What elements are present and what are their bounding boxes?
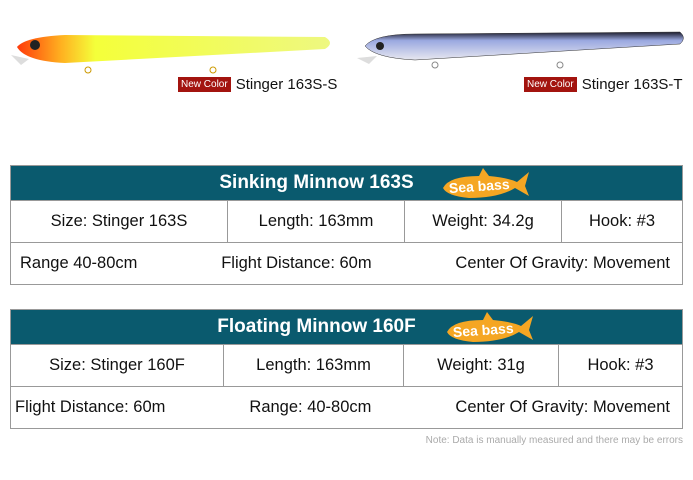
spec-flight-distance: Flight Distance: 60m <box>15 398 166 416</box>
product-name: Stinger 163S-S <box>235 76 338 93</box>
product-caption: New Color Stinger 163S-S <box>178 76 337 93</box>
fish-tag-label: Sea bass <box>452 320 514 340</box>
product-name: Stinger 163S-T <box>581 76 683 93</box>
spec-weight: Weight: 34.2g <box>405 201 562 242</box>
fish-tag-icon: Sea bass <box>447 312 533 342</box>
spec-table-sinking: Sinking Minnow 163S Sea bass Size: Sting… <box>10 165 683 285</box>
fish-tag-icon: Sea bass <box>443 168 529 198</box>
new-color-badge: New Color <box>524 77 577 92</box>
table-row: Size: Stinger 160F Length: 163mm Weight:… <box>11 344 682 386</box>
spec-hook: Hook: #3 <box>587 356 654 374</box>
spec-length: Length: 163mm <box>224 345 404 386</box>
spec-center-of-gravity: Center Of Gravity: Movement <box>455 398 670 416</box>
table-row: Flight Distance: 60m Range: 40-80cm Cent… <box>11 386 682 428</box>
spec-weight: Weight: 31g <box>404 345 559 386</box>
spec-length: Length: 163mm <box>228 201 405 242</box>
spec-flight-distance: Flight Distance: 60m <box>221 254 372 272</box>
fish-tag-label: Sea bass <box>448 176 510 196</box>
table-header: Sinking Minnow 163S Sea bass <box>11 166 682 200</box>
spec-range: Range 40-80cm <box>20 254 138 272</box>
new-color-badge: New Color <box>178 77 231 92</box>
spec-size: Size: Stinger 160F <box>11 345 224 386</box>
lure-image-163s-t <box>357 31 684 69</box>
table-row: Size: Stinger 163S Length: 163mm Weight:… <box>11 200 682 242</box>
product-caption: New Color Stinger 163S-T <box>524 76 683 93</box>
table-header: Floating Minnow 160F Sea bass <box>11 310 682 344</box>
spec-hook: Hook: #3 <box>588 212 656 230</box>
table-title: Floating Minnow 160F <box>217 316 416 337</box>
disclaimer-note: Note: Data is manually measured and ther… <box>425 435 683 446</box>
spec-range: Range: 40-80cm <box>249 398 372 416</box>
lure-image-163s-s <box>11 35 330 74</box>
spec-size: Size: Stinger 163S <box>11 201 228 242</box>
table-row: Range 40-80cm Flight Distance: 60m Cente… <box>11 242 682 284</box>
spec-center-of-gravity: Center Of Gravity: Movement <box>455 254 670 272</box>
spec-table-floating: Floating Minnow 160F Sea bass Size: Stin… <box>10 309 683 429</box>
table-title: Sinking Minnow 163S <box>219 172 414 193</box>
